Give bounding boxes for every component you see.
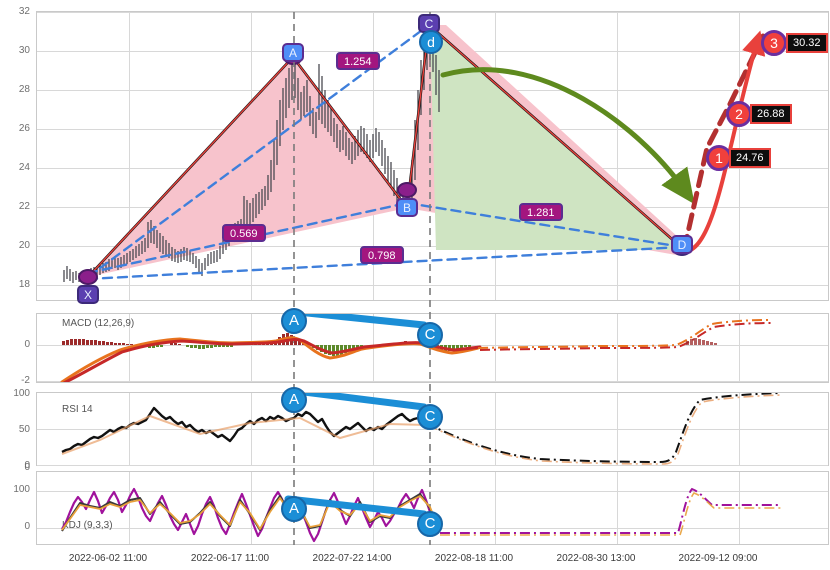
macd-vgridline-4 bbox=[495, 314, 496, 382]
macd-vgridline-5 bbox=[617, 314, 618, 382]
rsi-vgridline-6 bbox=[739, 393, 740, 465]
macd-divergence-marker-c[interactable]: C bbox=[417, 322, 443, 348]
rsi-forecast-shadow bbox=[427, 394, 783, 465]
kdj-series-group bbox=[61, 487, 782, 543]
target-marker-2[interactable]: 2 bbox=[726, 101, 752, 127]
macd-indicator-name: MACD (12,26,9) bbox=[62, 318, 135, 329]
rsi-tick-0: 0 bbox=[24, 460, 30, 471]
macd-divergence-line bbox=[286, 314, 428, 329]
kdj-forecast-j bbox=[440, 487, 780, 535]
xaxis-tick-3: 2022-07-22 14:00 bbox=[312, 553, 392, 564]
fib-line-xb bbox=[86, 201, 409, 275]
rsi-shadow-line bbox=[61, 414, 427, 455]
price-tick-18: 18 bbox=[18, 279, 30, 290]
macd-dea-line bbox=[62, 337, 482, 382]
kdj-divergence-line bbox=[284, 495, 428, 518]
rsi-indicator-name: RSI 14 bbox=[62, 404, 93, 415]
rsi-divergence-marker-a[interactable]: A bbox=[281, 387, 307, 413]
macd-histogram-negative bbox=[140, 345, 471, 356]
fib-line-xd bbox=[86, 245, 684, 281]
macd-tick-0: 0 bbox=[24, 339, 30, 350]
macd-tick-neg2: -2 bbox=[21, 375, 30, 386]
kdj-vgridline-1 bbox=[129, 472, 130, 544]
price-tick-20: 20 bbox=[18, 240, 30, 251]
rsi-vgridline-4 bbox=[495, 393, 496, 465]
kdj-vgridline-4 bbox=[495, 472, 496, 544]
projection-step-path bbox=[681, 33, 766, 253]
rsi-divergence-line bbox=[286, 393, 428, 411]
macd-vgridline-2 bbox=[251, 314, 252, 382]
rsi-vgridline-5 bbox=[617, 393, 618, 465]
rsi-vgridline-1 bbox=[129, 393, 130, 465]
price-vgridline-1 bbox=[129, 12, 130, 300]
kdj-vgridline-2 bbox=[251, 472, 252, 544]
xaxis-tick-4: 2022-08-18 11:00 bbox=[434, 553, 514, 564]
price-gridline-32 bbox=[37, 12, 828, 13]
price-tick-22: 22 bbox=[18, 201, 30, 212]
price-series-group bbox=[63, 23, 766, 283]
macd-vgridline-6 bbox=[739, 314, 740, 382]
xaxis-tick-6: 2022-09-12 09:00 bbox=[678, 553, 758, 564]
kdj-forecast-d bbox=[440, 492, 782, 536]
macd-dea-forecast bbox=[479, 322, 773, 351]
rsi-vgridline-2 bbox=[251, 393, 252, 465]
macd-divergence-marker-a[interactable]: A bbox=[281, 308, 307, 334]
vertex-x[interactable] bbox=[78, 269, 98, 285]
price-tick-28: 28 bbox=[18, 84, 30, 95]
macd-series-group bbox=[60, 314, 773, 382]
price-tick-26: 26 bbox=[18, 123, 30, 134]
crosshair-lines bbox=[293, 12, 431, 545]
fib-label-0798[interactable]: 0.798 bbox=[360, 246, 404, 264]
price-gridline-18 bbox=[37, 285, 828, 286]
target-price-3: 30.32 bbox=[786, 33, 828, 53]
rsi-forecast-line bbox=[425, 393, 781, 464]
rsi-divergence-marker-c[interactable]: C bbox=[417, 404, 443, 430]
kdj-divergence-marker-a[interactable]: A bbox=[281, 496, 307, 522]
price-gridline-20 bbox=[37, 246, 828, 247]
fib-label-1254[interactable]: 1.254 bbox=[336, 52, 380, 70]
xaxis-tick-2: 2022-06-17 11:00 bbox=[190, 553, 270, 564]
price-vgridline-5 bbox=[617, 12, 618, 300]
kdj-d-line bbox=[61, 495, 439, 531]
rsi-tick-100: 100 bbox=[13, 388, 30, 399]
kdj-gridline-100 bbox=[37, 491, 828, 492]
kdj-tick-0: 0 bbox=[24, 521, 30, 532]
rsi-tick-50: 50 bbox=[18, 424, 30, 435]
price-tick-32: 32 bbox=[18, 6, 30, 17]
macd-histogram-forecast bbox=[686, 338, 717, 345]
fib-label-1281[interactable]: 1.281 bbox=[519, 203, 563, 221]
price-tick-30: 30 bbox=[18, 45, 30, 56]
pattern-label-b[interactable]: B bbox=[396, 198, 418, 217]
vertex-b[interactable] bbox=[397, 182, 417, 198]
pattern-label-x[interactable]: X bbox=[77, 285, 99, 304]
fib-line-bd bbox=[405, 201, 684, 249]
projection-arc-arrow bbox=[440, 67, 695, 205]
target-price-2: 26.88 bbox=[750, 104, 792, 124]
kdj-indicator-name: KDJ (9,3,3) bbox=[62, 520, 113, 531]
rsi-gridline-0 bbox=[37, 465, 828, 466]
xaxis-tick-5: 2022-08-30 13:00 bbox=[556, 553, 636, 564]
price-tick-24: 24 bbox=[18, 162, 30, 173]
fib-label-0569[interactable]: 0.569 bbox=[222, 224, 266, 242]
projection-target-arrow bbox=[682, 30, 766, 254]
target-price-1: 24.76 bbox=[729, 148, 771, 168]
macd-gridline-neg2 bbox=[37, 381, 828, 382]
kdj-divergence-marker-c[interactable]: C bbox=[417, 511, 443, 537]
rsi-series-group bbox=[61, 393, 783, 465]
kdj-tick-100: 100 bbox=[13, 484, 30, 495]
macd-dif-forecast bbox=[477, 319, 771, 349]
pattern-marker-d-lower[interactable]: d bbox=[419, 30, 443, 54]
kdj-top-tick-0: 0 bbox=[24, 462, 30, 473]
kdj-vgridline-5 bbox=[617, 472, 618, 544]
bearish-zone-xab bbox=[88, 57, 407, 277]
target-marker-3[interactable]: 3 bbox=[761, 30, 787, 56]
xaxis-tick-1: 2022-06-02 11:00 bbox=[68, 553, 148, 564]
pattern-label-a[interactable]: A bbox=[282, 43, 304, 62]
pattern-label-d[interactable]: D bbox=[671, 235, 693, 254]
